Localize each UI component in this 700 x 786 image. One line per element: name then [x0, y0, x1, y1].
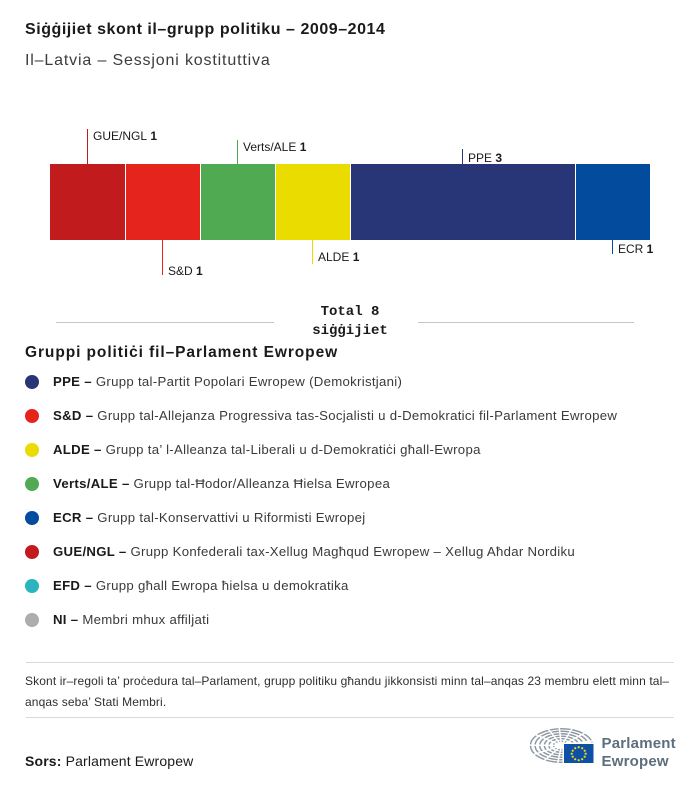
svg-text:Parlament: Parlament	[602, 735, 676, 752]
svg-text:Ewropew: Ewropew	[602, 753, 669, 770]
